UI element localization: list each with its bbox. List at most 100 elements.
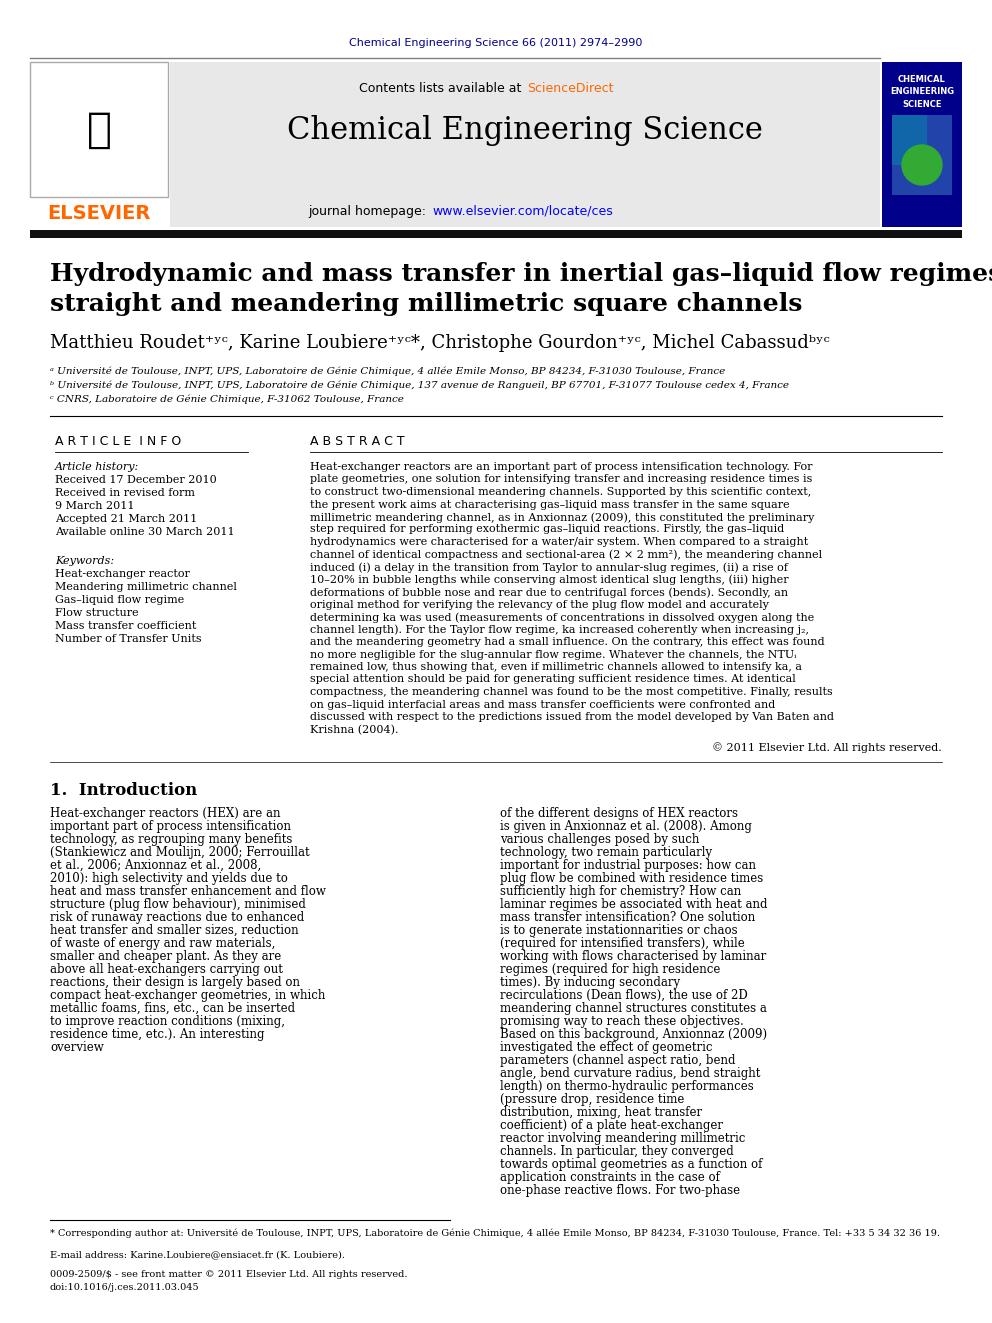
Text: times). By inducing secondary: times). By inducing secondary [500, 976, 681, 990]
Text: Contents lists available at: Contents lists available at [359, 82, 525, 95]
Text: compactness, the meandering channel was found to be the most competitive. Finall: compactness, the meandering channel was … [310, 687, 832, 697]
Text: Based on this background, Anxionnaz (2009): Based on this background, Anxionnaz (200… [500, 1028, 767, 1041]
Text: angle, bend curvature radius, bend straight: angle, bend curvature radius, bend strai… [500, 1068, 761, 1080]
Text: journal homepage:: journal homepage: [308, 205, 430, 218]
Text: Received in revised form: Received in revised form [55, 488, 195, 497]
Text: and the meandering geometry had a small influence. On the contrary, this effect : and the meandering geometry had a small … [310, 636, 824, 647]
Text: to improve reaction conditions (mixing,: to improve reaction conditions (mixing, [50, 1015, 285, 1028]
Bar [170, 62, 880, 228]
Text: Heat-exchanger reactors are an important part of process intensification technol: Heat-exchanger reactors are an important… [310, 462, 812, 472]
Text: technology, as regrouping many benefits: technology, as regrouping many benefits [50, 833, 293, 845]
Text: sufficiently high for chemistry? How can: sufficiently high for chemistry? How can [500, 885, 741, 898]
Text: Gas–liquid flow regime: Gas–liquid flow regime [55, 595, 185, 605]
Text: mass transfer intensification? One solution: mass transfer intensification? One solut… [500, 912, 755, 923]
Text: determining ka was used (measurements of concentrations in dissolved oxygen alon: determining ka was used (measurements of… [310, 613, 814, 623]
Text: ᶜ CNRS, Laboratoire de Génie Chimique, F-31062 Toulouse, France: ᶜ CNRS, Laboratoire de Génie Chimique, F… [50, 396, 404, 405]
Text: 1.  Introduction: 1. Introduction [50, 782, 197, 799]
Text: parameters (channel aspect ratio, bend: parameters (channel aspect ratio, bend [500, 1054, 735, 1068]
Text: recirculations (Dean flows), the use of 2D: recirculations (Dean flows), the use of … [500, 990, 748, 1002]
Text: reactions, their design is largely based on: reactions, their design is largely based… [50, 976, 300, 990]
Text: investigated the effect of geometric: investigated the effect of geometric [500, 1041, 712, 1054]
Text: et al., 2006; Anxionnaz et al., 2008,: et al., 2006; Anxionnaz et al., 2008, [50, 859, 261, 872]
Text: regimes (required for high residence: regimes (required for high residence [500, 963, 720, 976]
Text: of waste of energy and raw materials,: of waste of energy and raw materials, [50, 937, 276, 950]
Text: channel length). For the Taylor flow regime, ka increased coherently when increa: channel length). For the Taylor flow reg… [310, 624, 809, 635]
Text: (pressure drop, residence time: (pressure drop, residence time [500, 1093, 684, 1106]
Text: special attention should be paid for generating sufficient residence times. At i: special attention should be paid for gen… [310, 675, 796, 684]
Text: discussed with respect to the predictions issued from the model developed by Van: discussed with respect to the prediction… [310, 712, 834, 722]
Text: Number of Transfer Units: Number of Transfer Units [55, 634, 201, 644]
Text: plug flow be combined with residence times: plug flow be combined with residence tim… [500, 872, 763, 885]
Text: hydrodynamics were characterised for a water/air system. When compared to a stra: hydrodynamics were characterised for a w… [310, 537, 808, 546]
Text: ᵃ Université de Toulouse, INPT, UPS, Laboratoire de Génie Chimique, 4 allée Emil: ᵃ Université de Toulouse, INPT, UPS, Lab… [50, 366, 725, 377]
Text: heat and mass transfer enhancement and flow: heat and mass transfer enhancement and f… [50, 885, 326, 898]
Text: Hydrodynamic and mass transfer in inertial gas–liquid flow regimes through: Hydrodynamic and mass transfer in inerti… [50, 262, 992, 286]
Text: of the different designs of HEX reactors: of the different designs of HEX reactors [500, 807, 738, 820]
Text: ScienceDirect: ScienceDirect [527, 82, 613, 95]
Text: residence time, etc.). An interesting: residence time, etc.). An interesting [50, 1028, 265, 1041]
Text: risk of runaway reactions due to enhanced: risk of runaway reactions due to enhance… [50, 912, 305, 923]
Text: A B S T R A C T: A B S T R A C T [310, 435, 405, 448]
Text: plate geometries, one solution for intensifying transfer and increasing residenc: plate geometries, one solution for inten… [310, 475, 812, 484]
Text: laminar regimes be associated with heat and: laminar regimes be associated with heat … [500, 898, 768, 912]
Text: ELSEVIER: ELSEVIER [48, 204, 151, 224]
Text: no more negligible for the slug-annular flow regime. Whatever the channels, the : no more negligible for the slug-annular … [310, 650, 797, 659]
Text: working with flows characterised by laminar: working with flows characterised by lami… [500, 950, 766, 963]
Text: (Stankiewicz and Moulijn, 2000; Ferrouillat: (Stankiewicz and Moulijn, 2000; Ferrouil… [50, 845, 310, 859]
Text: CHEMICAL
ENGINEERING
SCIENCE: CHEMICAL ENGINEERING SCIENCE [890, 75, 954, 108]
Text: channel of identical compactness and sectional-area (2 × 2 mm²), the meandering : channel of identical compactness and sec… [310, 549, 822, 560]
Text: A R T I C L E  I N F O: A R T I C L E I N F O [55, 435, 182, 448]
Bar [892, 115, 952, 194]
Text: * Corresponding author at: Université de Toulouse, INPT, UPS, Laboratoire de Gén: * Corresponding author at: Université de… [50, 1228, 940, 1237]
Text: length) on thermo-hydraulic performances: length) on thermo-hydraulic performances [500, 1080, 754, 1093]
Text: Available online 30 March 2011: Available online 30 March 2011 [55, 527, 235, 537]
Text: smaller and cheaper plant. As they are: smaller and cheaper plant. As they are [50, 950, 282, 963]
Text: to construct two-dimensional meandering channels. Supported by this scientific c: to construct two-dimensional meandering … [310, 487, 811, 497]
Text: Flow structure: Flow structure [55, 609, 139, 618]
Text: important part of process intensification: important part of process intensificatio… [50, 820, 291, 833]
Text: one-phase reactive flows. For two-phase: one-phase reactive flows. For two-phase [500, 1184, 740, 1197]
Text: technology, two remain particularly: technology, two remain particularly [500, 845, 712, 859]
Text: Krishna (2004).: Krishna (2004). [310, 725, 399, 734]
Text: Heat-exchanger reactors (HEX) are an: Heat-exchanger reactors (HEX) are an [50, 807, 281, 820]
Text: Keywords:: Keywords: [55, 556, 114, 566]
Text: Received 17 December 2010: Received 17 December 2010 [55, 475, 216, 486]
Text: © 2011 Elsevier Ltd. All rights reserved.: © 2011 Elsevier Ltd. All rights reserved… [712, 742, 942, 753]
Text: 10–20% in bubble lengths while conserving almost identical slug lengths, (iii) h: 10–20% in bubble lengths while conservin… [310, 574, 789, 585]
Text: (required for intensified transfers), while: (required for intensified transfers), wh… [500, 937, 745, 950]
Text: Article history:: Article history: [55, 462, 139, 472]
Bar [892, 115, 927, 165]
Text: 2010): high selectivity and yields due to: 2010): high selectivity and yields due t… [50, 872, 288, 885]
Text: doi:10.1016/j.ces.2011.03.045: doi:10.1016/j.ces.2011.03.045 [50, 1283, 199, 1293]
Text: millimetric meandering channel, as in Anxionnaz (2009), this constituted the pre: millimetric meandering channel, as in An… [310, 512, 814, 523]
Text: Mass transfer coefficient: Mass transfer coefficient [55, 620, 196, 631]
Text: above all heat-exchangers carrying out: above all heat-exchangers carrying out [50, 963, 283, 976]
Bar [30, 62, 168, 197]
Text: application constraints in the case of: application constraints in the case of [500, 1171, 720, 1184]
Text: coefficient) of a plate heat-exchanger: coefficient) of a plate heat-exchanger [500, 1119, 723, 1132]
Text: important for industrial purposes: how can: important for industrial purposes: how c… [500, 859, 756, 872]
Bar [882, 62, 962, 228]
Text: compact heat-exchanger geometries, in which: compact heat-exchanger geometries, in wh… [50, 990, 325, 1002]
Text: meandering channel structures constitutes a: meandering channel structures constitute… [500, 1002, 767, 1015]
Text: metallic foams, fins, etc., can be inserted: metallic foams, fins, etc., can be inser… [50, 1002, 296, 1015]
Text: Chemical Engineering Science: Chemical Engineering Science [287, 115, 763, 146]
Text: 9 March 2011: 9 March 2011 [55, 501, 135, 511]
Text: reactor involving meandering millimetric: reactor involving meandering millimetric [500, 1132, 745, 1144]
Text: channels. In particular, they converged: channels. In particular, they converged [500, 1144, 734, 1158]
Text: is given in Anxionnaz et al. (2008). Among: is given in Anxionnaz et al. (2008). Amo… [500, 820, 752, 833]
Text: promising way to reach these objectives.: promising way to reach these objectives. [500, 1015, 744, 1028]
Text: Matthieu Roudet⁺ʸᶜ, Karine Loubiere⁺ʸᶜ*, Christophe Gourdon⁺ʸᶜ, Michel Cabassudᵇ: Matthieu Roudet⁺ʸᶜ, Karine Loubiere⁺ʸᶜ*,… [50, 333, 829, 352]
Text: original method for verifying the relevancy of the plug flow model and accuratel: original method for verifying the releva… [310, 599, 769, 610]
Text: straight and meandering millimetric square channels: straight and meandering millimetric squa… [50, 292, 803, 316]
Text: various challenges posed by such: various challenges posed by such [500, 833, 699, 845]
Text: Meandering millimetric channel: Meandering millimetric channel [55, 582, 237, 591]
Text: heat transfer and smaller sizes, reduction: heat transfer and smaller sizes, reducti… [50, 923, 299, 937]
Text: ᵇ Université de Toulouse, INPT, UPS, Laboratoire de Génie Chimique, 137 avenue d: ᵇ Université de Toulouse, INPT, UPS, Lab… [50, 381, 789, 390]
Text: induced (i) a delay in the transition from Taylor to annular-slug regimes, (ii) : induced (i) a delay in the transition fr… [310, 562, 788, 573]
Text: Accepted 21 March 2011: Accepted 21 March 2011 [55, 515, 197, 524]
Text: E-mail address: Karine.Loubiere@ensiacet.fr (K. Loubiere).: E-mail address: Karine.Loubiere@ensiacet… [50, 1250, 345, 1259]
Bar [30, 230, 962, 238]
Text: on gas–liquid interfacial areas and mass transfer coefficients were confronted a: on gas–liquid interfacial areas and mass… [310, 700, 776, 709]
Text: overview: overview [50, 1041, 104, 1054]
